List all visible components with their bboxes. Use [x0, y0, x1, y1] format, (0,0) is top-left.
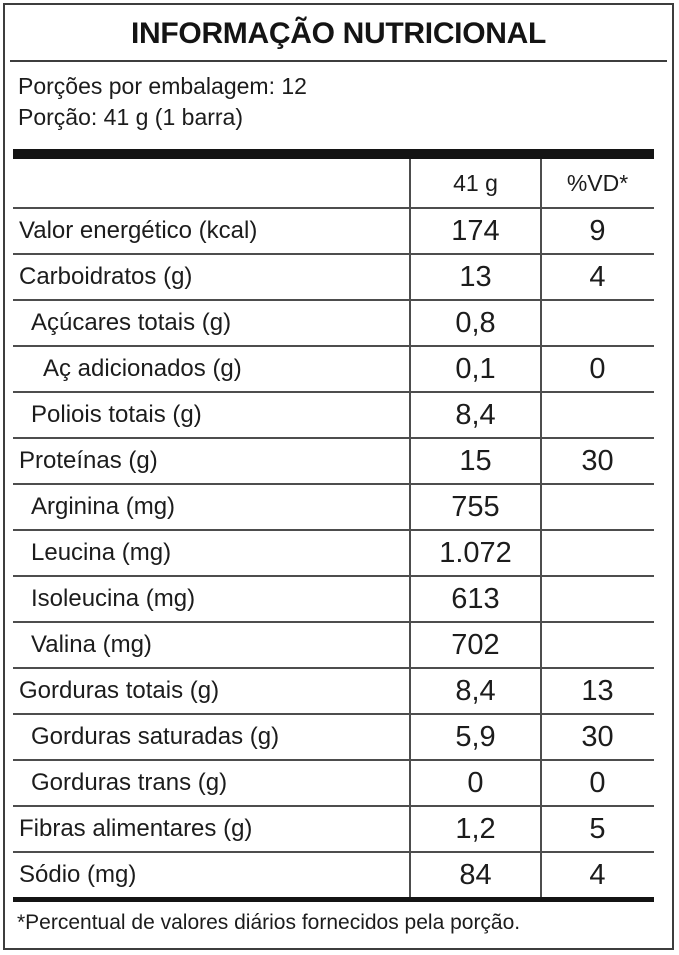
table-row: Carboidratos (g) 13 4 [13, 253, 654, 299]
row-label: Gorduras trans (g) [31, 769, 228, 796]
row-dv: 9 [589, 214, 606, 247]
row-amount: 5,9 [455, 720, 496, 753]
table-row: Leucina (mg) 1.072 [13, 529, 654, 575]
row-amount: 0 [467, 766, 484, 799]
row-label: Açúcares totais (g) [31, 309, 232, 336]
row-label: Carboidratos (g) [19, 263, 193, 290]
row-label: Sódio (mg) [19, 861, 137, 888]
row-dv: 5 [589, 812, 606, 845]
row-dv [541, 531, 654, 575]
row-amount: 613 [451, 582, 500, 615]
row-dv: 0 [589, 352, 606, 385]
column-header-dv: %VD* [566, 169, 629, 196]
label-border-box: INFORMAÇÃO NUTRICIONAL Porções por embal… [3, 3, 674, 950]
row-label: Gorduras totais (g) [19, 677, 220, 704]
table-header-row: 41 g %VD* [13, 159, 654, 207]
table-row: Gorduras totais (g) 8,4 13 [13, 667, 654, 713]
row-label: Isoleucina (mg) [31, 585, 196, 612]
row-dv [541, 485, 654, 529]
row-label: Valina (mg) [31, 631, 152, 658]
table-row: Arginina (mg) 755 [13, 483, 654, 529]
row-dv [541, 623, 654, 667]
table-row: Fibras alimentares (g) 1,2 5 [13, 805, 654, 851]
row-amount: 13 [459, 260, 492, 293]
table-row: Açúcares totais (g) 0,8 [13, 299, 654, 345]
table-row: Proteínas (g) 15 30 [13, 437, 654, 483]
table-row: Gorduras trans (g) 0 0 [13, 759, 654, 805]
column-divider-dv [540, 159, 542, 897]
table-row: Valor energético (kcal) 174 9 [13, 207, 654, 253]
column-header-nutrient [13, 159, 410, 207]
table-row: Aç adicionados (g) 0,1 0 [13, 345, 654, 391]
label-title: INFORMAÇÃO NUTRICIONAL [130, 17, 547, 50]
row-amount: 8,4 [455, 398, 496, 431]
footnote: *Percentual de valores diários fornecido… [17, 911, 521, 934]
row-amount: 174 [451, 214, 500, 247]
servings-per-package: Porções por embalagem: 12 [18, 73, 307, 99]
row-amount: 1.072 [439, 536, 512, 569]
column-divider-amount [409, 159, 411, 897]
row-dv: 4 [589, 858, 606, 891]
row-amount: 84 [459, 858, 492, 891]
table-row: Gorduras saturadas (g) 5,9 30 [13, 713, 654, 759]
row-dv [541, 301, 654, 345]
row-label: Leucina (mg) [31, 539, 172, 566]
row-amount: 0,1 [455, 352, 496, 385]
row-label: Poliois totais (g) [31, 401, 202, 428]
row-label: Gorduras saturadas (g) [31, 723, 280, 750]
table-top-bar [13, 149, 654, 159]
row-amount: 0,8 [455, 306, 496, 339]
row-dv: 30 [581, 720, 614, 753]
row-dv [541, 393, 654, 437]
row-label: Proteínas (g) [19, 447, 158, 474]
table-row: Valina (mg) 702 [13, 621, 654, 667]
row-label: Aç adicionados (g) [43, 355, 242, 382]
row-dv [541, 577, 654, 621]
nutrition-table: 41 g %VD* Valor energético (kcal) 174 9 … [13, 149, 654, 902]
row-amount: 15 [459, 444, 492, 477]
row-dv: 13 [581, 674, 614, 707]
row-dv: 30 [581, 444, 614, 477]
row-label: Arginina (mg) [31, 493, 176, 520]
table-bottom-rule [13, 897, 654, 902]
row-amount: 755 [451, 490, 500, 523]
row-amount: 1,2 [455, 812, 496, 845]
column-header-amount: 41 g [453, 169, 498, 196]
serving-size: Porção: 41 g (1 barra) [18, 104, 244, 130]
table-row: Sódio (mg) 84 4 [13, 851, 654, 897]
table-row: Isoleucina (mg) 613 [13, 575, 654, 621]
title-divider [10, 60, 667, 62]
row-amount: 702 [451, 628, 500, 661]
row-amount: 8,4 [455, 674, 496, 707]
row-dv: 0 [589, 766, 606, 799]
row-label: Fibras alimentares (g) [19, 815, 253, 842]
row-dv: 4 [589, 260, 606, 293]
row-label: Valor energético (kcal) [19, 217, 258, 244]
table-row: Poliois totais (g) 8,4 [13, 391, 654, 437]
serving-info: Porções por embalagem: 12 Porção: 41 g (… [18, 71, 672, 133]
